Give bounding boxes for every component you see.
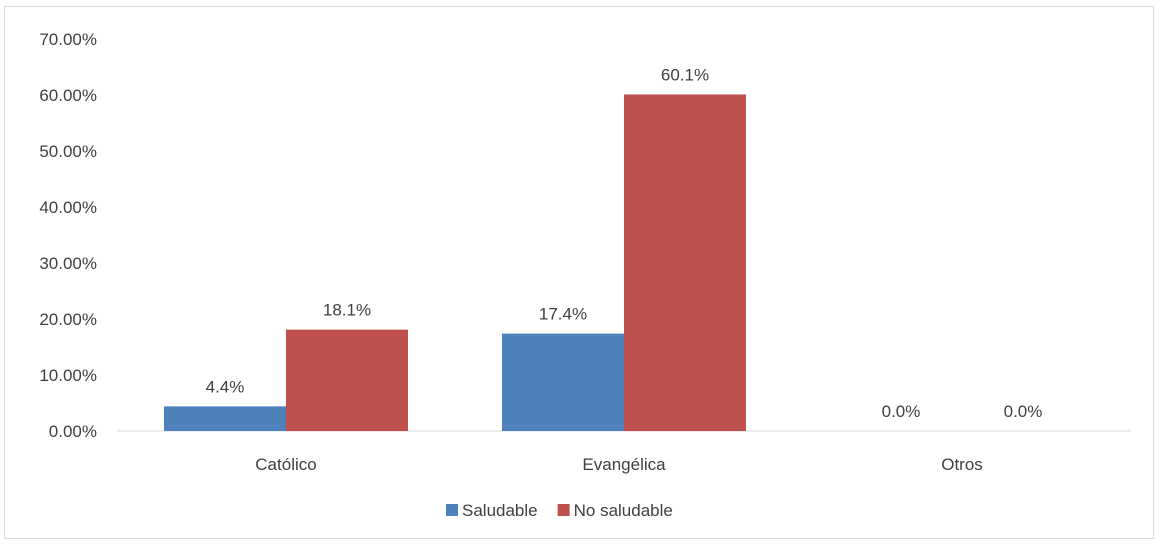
x-axis-ticks: Católico Evangélica Otros [255,455,982,474]
data-label: 60.1% [661,65,709,84]
bars [164,94,746,431]
bar-saludable [502,333,624,431]
legend-swatch-no-saludable [557,504,570,516]
bar-saludable [164,406,286,431]
bar-no-saludable [286,329,408,431]
data-label: 4.4% [206,377,245,396]
legend-label: No saludable [574,501,673,520]
chart-frame [4,6,1154,539]
y-tick-label: 10.00% [39,366,97,385]
data-labels: 4.4% 18.1% 17.4% 60.1% 0.0% 0.0% [206,65,1043,421]
legend: Saludable No saludable [446,501,673,520]
y-tick-label: 40.00% [39,198,97,217]
data-label: 0.0% [1004,402,1043,421]
bar-no-saludable [624,94,746,431]
legend-label: Saludable [462,501,538,520]
y-tick-label: 30.00% [39,254,97,273]
x-tick-label: Evangélica [582,455,666,474]
y-axis-ticks: 0.00% 10.00% 20.00% 30.00% 40.00% 50.00% 60.00… [39,30,97,441]
data-label: 18.1% [323,301,371,320]
y-tick-label: 50.00% [39,142,97,161]
data-label: 17.4% [539,305,587,324]
x-tick-label: Católico [255,455,316,474]
y-tick-label: 20.00% [39,310,97,329]
data-label: 0.0% [882,402,921,421]
legend-swatch-saludable [446,504,458,516]
y-tick-label: 70.00% [39,30,97,49]
y-tick-label: 0.00% [49,422,97,441]
x-tick-label: Otros [941,455,983,474]
y-tick-label: 60.00% [39,86,97,105]
